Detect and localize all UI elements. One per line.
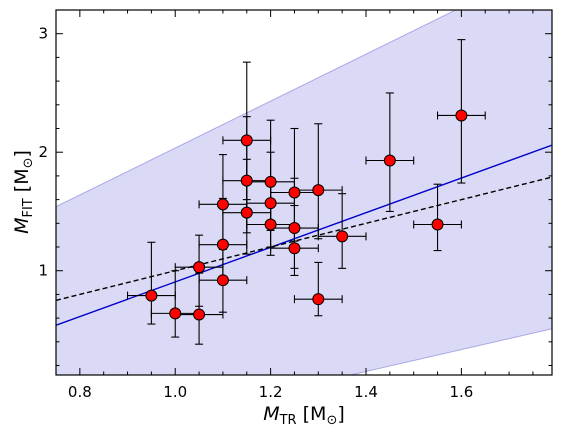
data-point-3 [193, 261, 206, 274]
data-point-17 [312, 293, 325, 306]
band-lower-edge [348, 328, 552, 375]
plot-frame [55, 9, 553, 376]
data-point-7 [240, 134, 253, 147]
x-tick-label-1: 1.0 [163, 383, 187, 401]
y-tick-label-1: 2 [38, 143, 48, 161]
data-point-2 [193, 308, 206, 321]
data-point-15 [288, 242, 301, 255]
axis-tick-labels: 0.8 1.0 1.2 1.4 1.6 1 2 3 [38, 25, 473, 401]
plot-area [56, 10, 552, 375]
x-tick-label-3: 1.4 [354, 383, 378, 401]
data-point-21 [455, 109, 468, 122]
data-point-10 [264, 175, 277, 188]
data-point-11 [264, 197, 277, 210]
y-tick-label-0: 1 [38, 262, 48, 280]
x-axis-title: MTR [M⊙] [263, 403, 345, 428]
data-point-9 [240, 206, 253, 219]
data-point-12 [264, 218, 277, 231]
data-point-6 [216, 198, 229, 211]
data-point-0 [145, 289, 158, 302]
data-point-14 [288, 222, 301, 235]
band-upper-edge [56, 10, 457, 208]
axis-ticks [55, 9, 552, 375]
data-point-13 [288, 186, 301, 199]
data-point-20 [431, 218, 444, 231]
data-point-19 [383, 154, 396, 167]
x-tick-label-2: 1.2 [259, 383, 283, 401]
x-tick-label-4: 1.6 [449, 383, 473, 401]
data-point-18 [336, 230, 349, 243]
errorbar-17 [293, 261, 343, 317]
y-tick-label-2: 3 [38, 25, 48, 43]
data-point-1 [169, 307, 182, 320]
data-point-5 [216, 238, 229, 251]
y-axis-title: MFIT [M⊙] [11, 150, 36, 234]
reference-line [56, 176, 552, 302]
data-point-8 [240, 174, 253, 187]
confidence-band [56, 10, 552, 375]
data-point-16 [312, 184, 325, 197]
x-tick-label-0: 0.8 [68, 383, 92, 401]
data-points [145, 109, 468, 321]
data-point-4 [216, 274, 229, 287]
